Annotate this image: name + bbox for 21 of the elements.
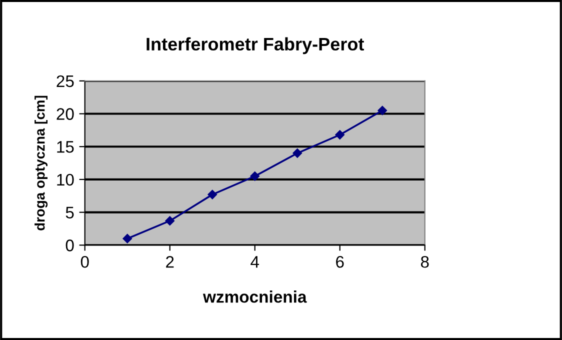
point <box>378 106 387 116</box>
y-tick-label: 5 <box>66 206 74 218</box>
y-tick-label: 0 <box>66 240 74 252</box>
x-tick-label: 2 <box>166 256 174 268</box>
x-tick-label: 8 <box>420 256 429 268</box>
x-tick-label: 0 <box>80 256 89 268</box>
y-tick-label: 25 <box>56 75 74 88</box>
point <box>250 172 260 181</box>
point <box>292 148 302 158</box>
chart-title: Interferometr Fabry-Perot <box>146 37 364 54</box>
y-tick-label: 20 <box>56 108 74 120</box>
x-tick-label: 4 <box>250 256 260 268</box>
point <box>208 190 217 200</box>
y-tick-label: 15 <box>57 141 74 153</box>
x-axis-title: wzmocnienia <box>202 290 307 303</box>
x-tick-label: 6 <box>336 256 344 268</box>
point <box>335 130 344 140</box>
point <box>165 216 174 226</box>
point <box>122 234 132 244</box>
y-axis-title: droga optyczna [cm] <box>34 96 48 230</box>
y-tick-label: 10 <box>57 174 74 186</box>
